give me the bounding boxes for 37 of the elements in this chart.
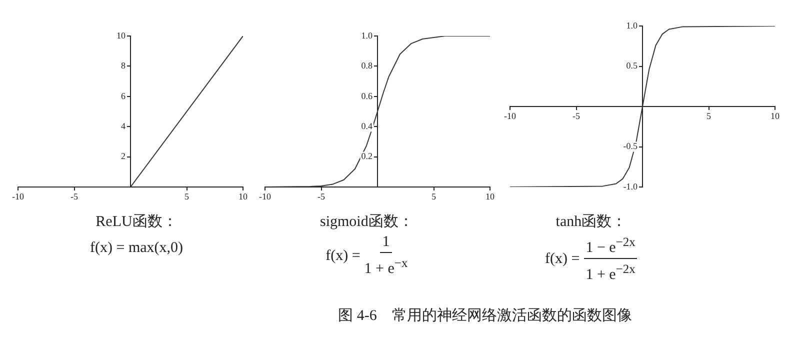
y-tick-label: 4 (121, 120, 126, 131)
y-tick-label: 0.2 (361, 151, 372, 162)
y-tick-label: 1.0 (361, 30, 373, 40)
x-tick-label: -5 (70, 191, 78, 202)
text: 1 + e$^{−2x}$ (586, 261, 636, 285)
y-tick-label: -0.5 (623, 141, 638, 152)
x-tick-label: 10 (238, 191, 248, 202)
y-tick-label: 10 (116, 30, 126, 40)
y-tick-label: 0.6 (361, 90, 373, 101)
y-tick-label: 0.4 (361, 120, 373, 131)
text: 1 + e$^{−x}$ (364, 255, 408, 279)
y-tick-label: 2 (121, 151, 126, 162)
x-tick-label: -10 (12, 191, 24, 202)
text: f(x) = (326, 246, 360, 266)
y-tick-label: 0.5 (626, 60, 638, 71)
x-tick-label: -10 (259, 191, 272, 202)
y-tick-label: 8 (121, 60, 126, 71)
y-tick-label: 6 (121, 90, 126, 101)
text: f(x) = max(x,0) (90, 239, 184, 258)
x-tick-label: -5 (318, 191, 326, 202)
y-tick-label: 0.8 (361, 60, 373, 71)
text: 1 (380, 232, 392, 253)
x-tick-label: 5 (432, 191, 436, 202)
x-tick-label: -10 (504, 110, 516, 121)
x-tick-label: -5 (572, 110, 580, 121)
text: sigmoid函数： (320, 213, 414, 232)
caption: 图 4-6 常用的神经网络激活函数的函数图像 (337, 306, 633, 325)
y-tick-label: 1.0 (626, 20, 638, 30)
text: tanh函数： (554, 213, 628, 232)
x-tick-label: 5 (184, 191, 190, 202)
x-tick-label: 10 (486, 191, 495, 202)
text: 1 − e$^{−2x}$ (584, 232, 638, 259)
x-tick-label: 10 (770, 110, 780, 121)
text: f(x) = (545, 250, 580, 268)
text: ReLU函数： (94, 213, 178, 232)
y-tick-label: -1.0 (623, 181, 638, 192)
x-tick-label: 5 (706, 110, 712, 121)
